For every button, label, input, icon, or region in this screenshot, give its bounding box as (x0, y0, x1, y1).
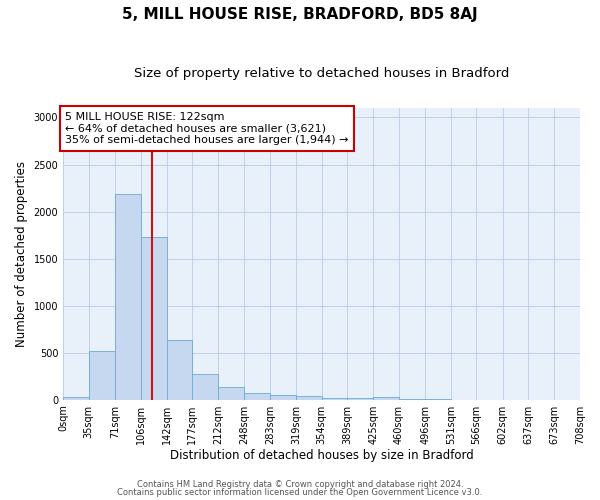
Bar (140, 237, 167, 400)
Bar (270, 394, 296, 400)
Title: Size of property relative to detached houses in Bradford: Size of property relative to detached ho… (134, 68, 509, 80)
Text: Contains public sector information licensed under the Open Government Licence v3: Contains public sector information licen… (118, 488, 482, 497)
Bar (193, 374, 218, 400)
Bar (244, 392, 270, 400)
Bar (347, 398, 373, 400)
Bar (89, 351, 115, 400)
Bar (167, 340, 193, 400)
Text: 5, MILL HOUSE RISE, BRADFORD, BD5 8AJ: 5, MILL HOUSE RISE, BRADFORD, BD5 8AJ (122, 8, 478, 22)
Bar (296, 396, 322, 400)
Text: Contains HM Land Registry data © Crown copyright and database right 2024.: Contains HM Land Registry data © Crown c… (137, 480, 463, 489)
Y-axis label: Number of detached properties: Number of detached properties (15, 161, 28, 347)
Text: 5 MILL HOUSE RISE: 122sqm
← 64% of detached houses are smaller (3,621)
35% of se: 5 MILL HOUSE RISE: 122sqm ← 64% of detac… (65, 112, 349, 145)
X-axis label: Distribution of detached houses by size in Bradford: Distribution of detached houses by size … (170, 450, 473, 462)
Bar (218, 386, 244, 400)
Bar (115, 194, 140, 400)
Bar (373, 397, 399, 400)
Bar (322, 398, 347, 400)
Bar (63, 397, 89, 400)
